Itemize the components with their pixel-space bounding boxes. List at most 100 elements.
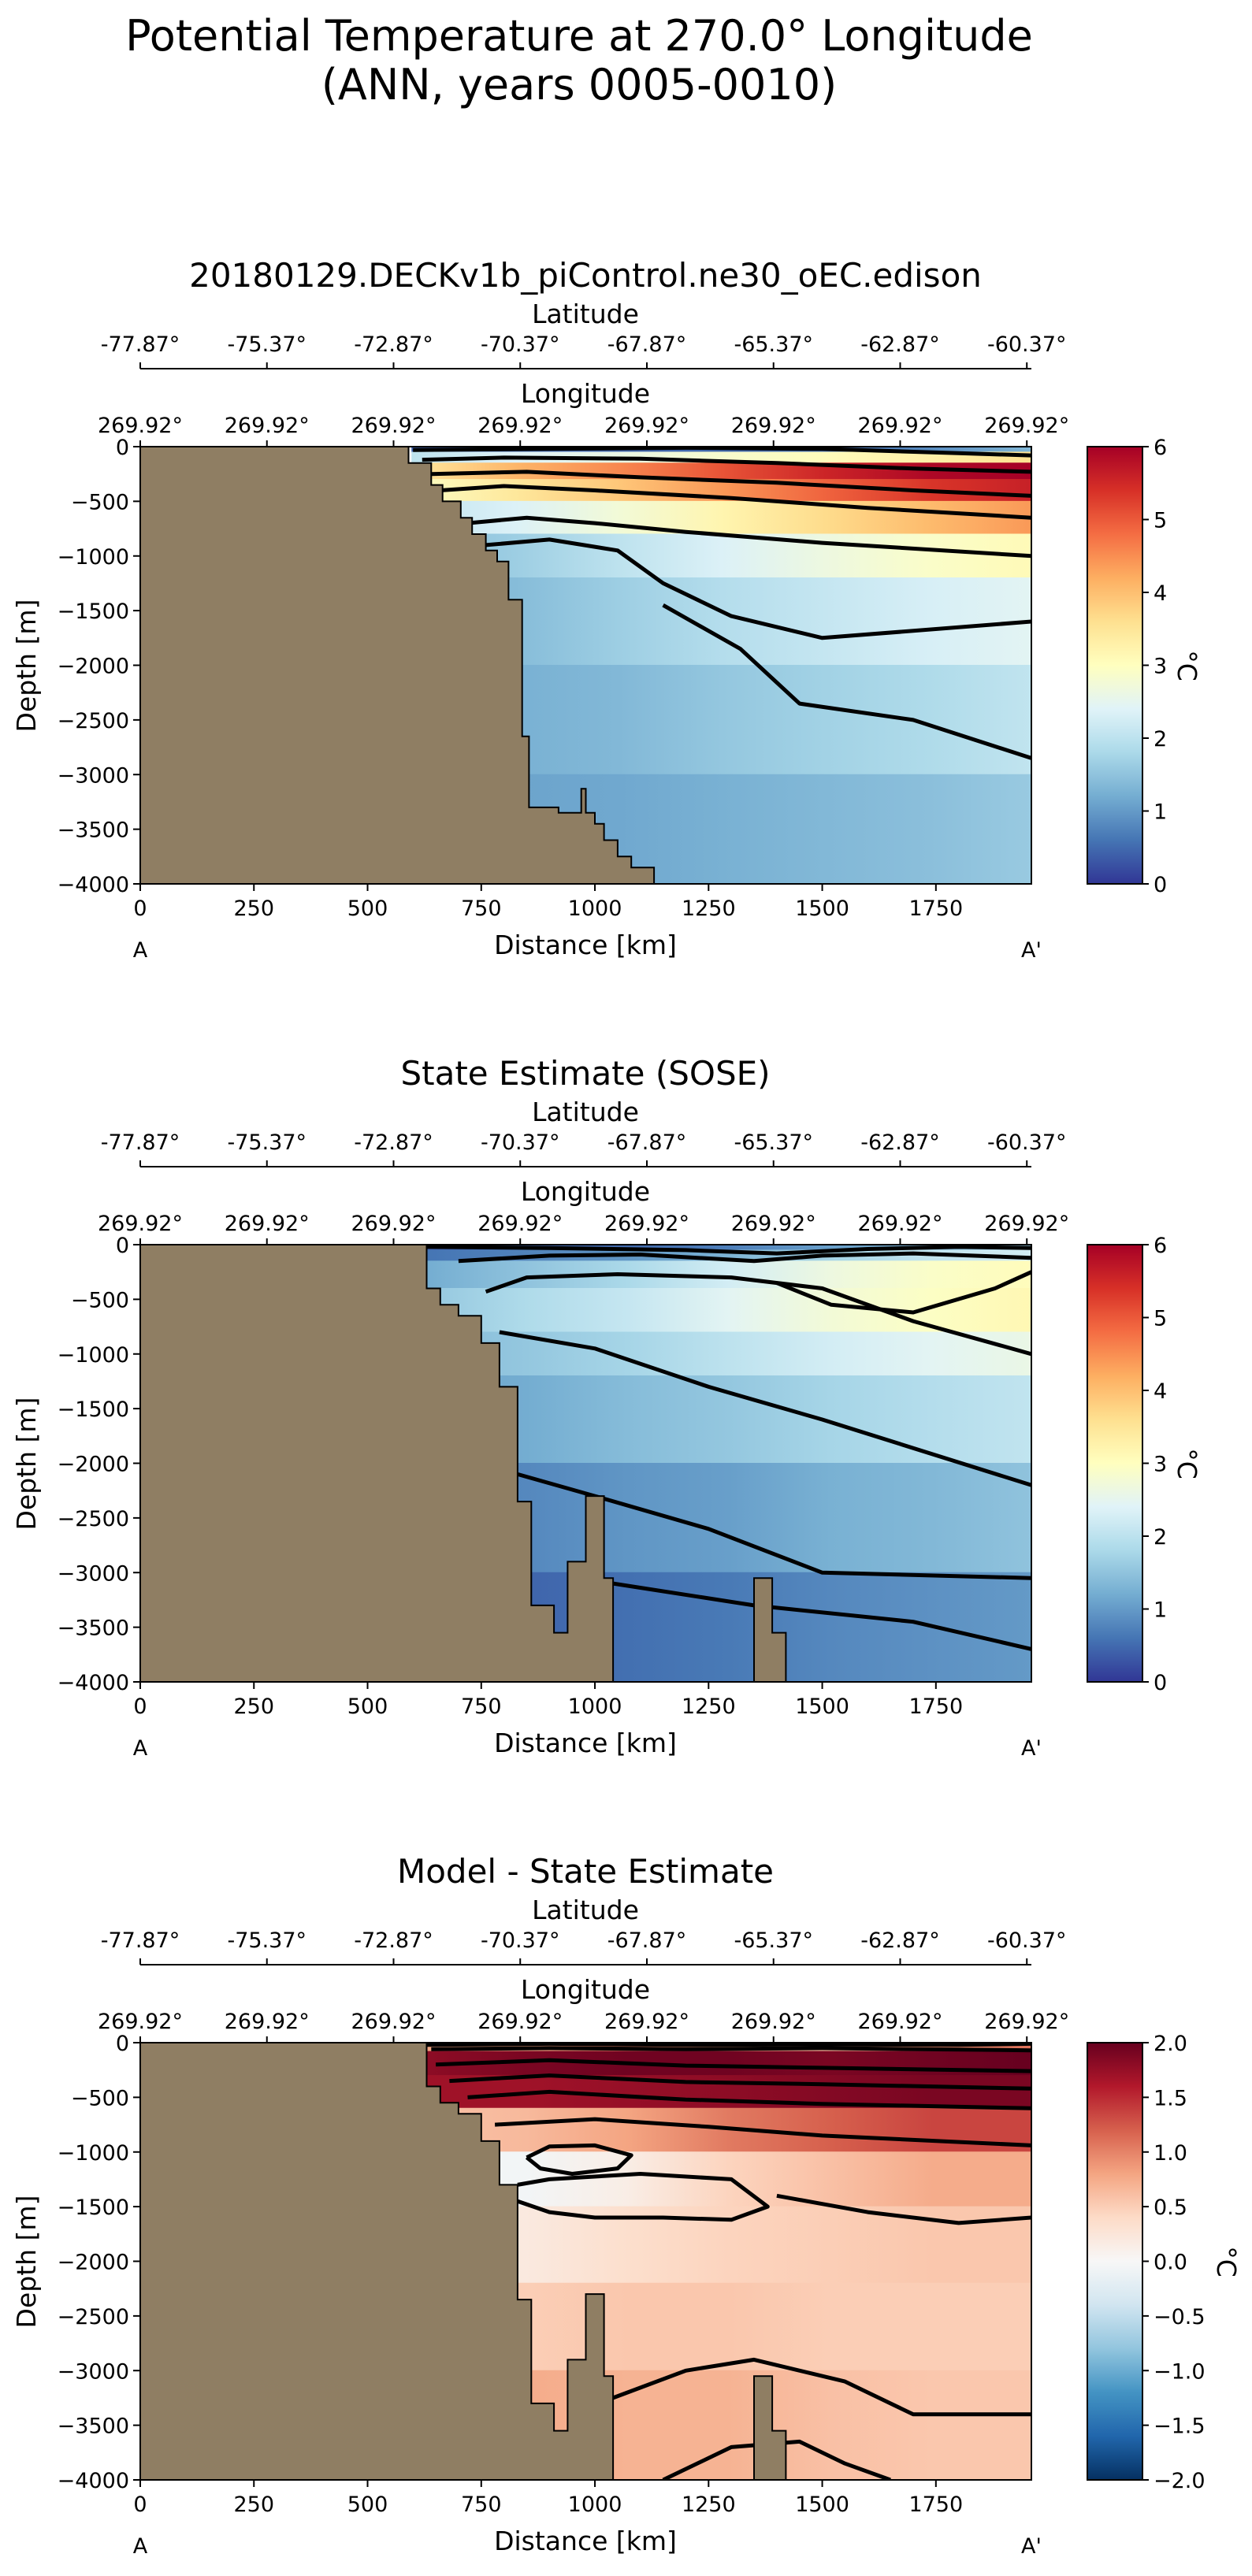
field-band (425, 1288, 1031, 1333)
latitude-tick-label: -67.87° (607, 1928, 687, 1953)
contour-line (422, 455, 1031, 474)
longitude-label: Longitude (521, 1974, 650, 2005)
longitude-tick-label: 269.92° (731, 2010, 816, 2034)
y-tick-label: −2500 (58, 709, 129, 733)
latitude-tick-label: -75.37° (227, 1928, 306, 1953)
colorbar-tick-label: 1 (1154, 1598, 1167, 1623)
x-tick-label: 1750 (908, 896, 963, 921)
x-axis-label: Distance [km] (494, 2526, 677, 2556)
y-tick-label: −1000 (58, 545, 129, 570)
longitude-tick-label: 269.92° (857, 2010, 942, 2034)
contour-line (458, 1251, 1031, 1264)
y-tick-label: −500 (71, 490, 129, 514)
contour-line (467, 2089, 1031, 2110)
colorbar-tick-label: −0.5 (1154, 2305, 1206, 2329)
colorbar-tick-label: 3 (1154, 655, 1167, 679)
contour-line (517, 1472, 1031, 1580)
latitude-label: Latitude (532, 1097, 639, 1127)
longitude-tick-label: 269.92° (225, 1212, 310, 1236)
x-tick-label: 1250 (682, 1694, 736, 1719)
x-tick-label: 1500 (795, 896, 849, 921)
x-tick-label: 250 (233, 1694, 274, 1719)
contour-line (612, 1581, 1031, 1651)
longitude-tick-label: 269.92° (225, 414, 310, 438)
y-tick-label: −1500 (58, 1397, 129, 1422)
y-tick-label: −2500 (58, 1507, 129, 1531)
colorbar-tick-label: 1.0 (1154, 2141, 1187, 2166)
colorbar-tick-label: 1.5 (1154, 2086, 1187, 2110)
longitude-tick-label: 269.92° (477, 1212, 563, 1236)
y-axis-label: Depth [m] (11, 1397, 42, 1531)
contour-line (436, 2058, 1031, 2073)
y-tick-label: 0 (116, 1234, 129, 1258)
x-tick-label: 1000 (568, 896, 622, 921)
y-tick-label: −3500 (58, 1616, 129, 1641)
panel-difference: Model - State Estimate Latitude Longitud… (11, 1852, 1242, 2559)
y-tick-label: −1500 (58, 2196, 129, 2220)
y-axis-label: Depth [m] (11, 2196, 42, 2329)
colorbar-tick-label: 6 (1154, 1234, 1167, 1258)
colorbar-tick-label: 0.5 (1154, 2196, 1187, 2220)
contour-line (525, 2143, 633, 2176)
y-tick-label: −500 (71, 1288, 129, 1312)
colorbar-tick-label: 5 (1154, 509, 1167, 533)
contour-line (499, 1330, 1031, 1487)
contour-line (431, 2046, 1031, 2053)
longitude-tick-label: 269.92° (225, 2010, 310, 2034)
y-tick-label: −500 (71, 2086, 129, 2110)
y-tick-label: −1000 (58, 2141, 129, 2166)
longitude-tick-label: 269.92° (351, 414, 437, 438)
contour-line (431, 470, 1031, 498)
latitude-tick-label: -67.87° (607, 332, 687, 357)
longitude-tick-label: 269.92° (98, 2010, 183, 2034)
latitude-tick-label: -60.37° (987, 332, 1067, 357)
field-band (411, 451, 1031, 464)
contour-line (467, 515, 1031, 559)
latitude-tick-label: -70.37° (481, 1130, 560, 1155)
colorbar (1087, 2042, 1143, 2481)
x-tick-label: 750 (461, 2492, 502, 2517)
field-band (425, 1375, 1031, 1464)
field-band (411, 500, 1031, 535)
latitude-tick-label: -75.37° (227, 332, 306, 357)
longitude-tick-label: 269.92° (477, 414, 563, 438)
section-end-label: A' (1021, 2534, 1042, 2559)
land-mask (140, 447, 656, 884)
contour-line (662, 603, 1031, 760)
latitude-tick-label: -65.37° (734, 332, 813, 357)
latitude-tick-label: -62.87° (860, 1130, 940, 1155)
x-tick-label: 500 (347, 896, 388, 921)
colorbar-tick-label: 2 (1154, 1525, 1167, 1550)
colorbar-tick-label: −1.5 (1154, 2415, 1206, 2439)
y-tick-label: −3000 (58, 763, 129, 788)
contour-line (485, 537, 1031, 640)
y-tick-label: −4000 (58, 2469, 129, 2493)
x-tick-label: 750 (461, 1694, 502, 1719)
latitude-tick-label: -77.87° (101, 1928, 180, 1953)
colorbar-tick-label: 0 (1154, 1671, 1167, 1695)
section-end-label: A' (1021, 1736, 1042, 1761)
contour-line (426, 2043, 1031, 2047)
colorbar-tick-label: 0.0 (1154, 2251, 1187, 2275)
latitude-tick-label: -72.87° (354, 1130, 433, 1155)
x-axis-label: Distance [km] (494, 930, 677, 960)
field-band (425, 2075, 1031, 2109)
latitude-tick-label: -72.87° (354, 1928, 433, 1953)
land-mask (140, 2043, 787, 2480)
section-end-label: A' (1021, 938, 1042, 963)
latitude-tick-label: -60.37° (987, 1928, 1067, 1953)
x-tick-label: 1750 (908, 1694, 963, 1719)
colorbar-label: °C (1172, 650, 1202, 681)
longitude-tick-label: 269.92° (984, 1212, 1069, 1236)
field-group (140, 1245, 1031, 1682)
contour-line (440, 484, 1031, 520)
x-axis-label: Distance [km] (494, 1728, 677, 1758)
latitude-label: Latitude (532, 299, 639, 329)
y-tick-label: 0 (116, 436, 129, 460)
latitude-tick-label: -65.37° (734, 1928, 813, 1953)
section-start-label: A (133, 1736, 148, 1761)
x-tick-label: 0 (133, 896, 147, 921)
panel-title: 20180129.DECKv1b_piControl.ne30_oEC.edis… (189, 256, 982, 295)
colorbar-tick-label: −2.0 (1154, 2469, 1206, 2493)
